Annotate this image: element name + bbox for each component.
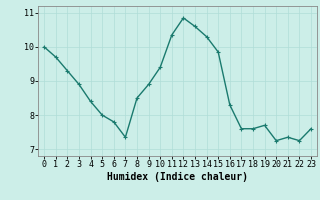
X-axis label: Humidex (Indice chaleur): Humidex (Indice chaleur) xyxy=(107,172,248,182)
